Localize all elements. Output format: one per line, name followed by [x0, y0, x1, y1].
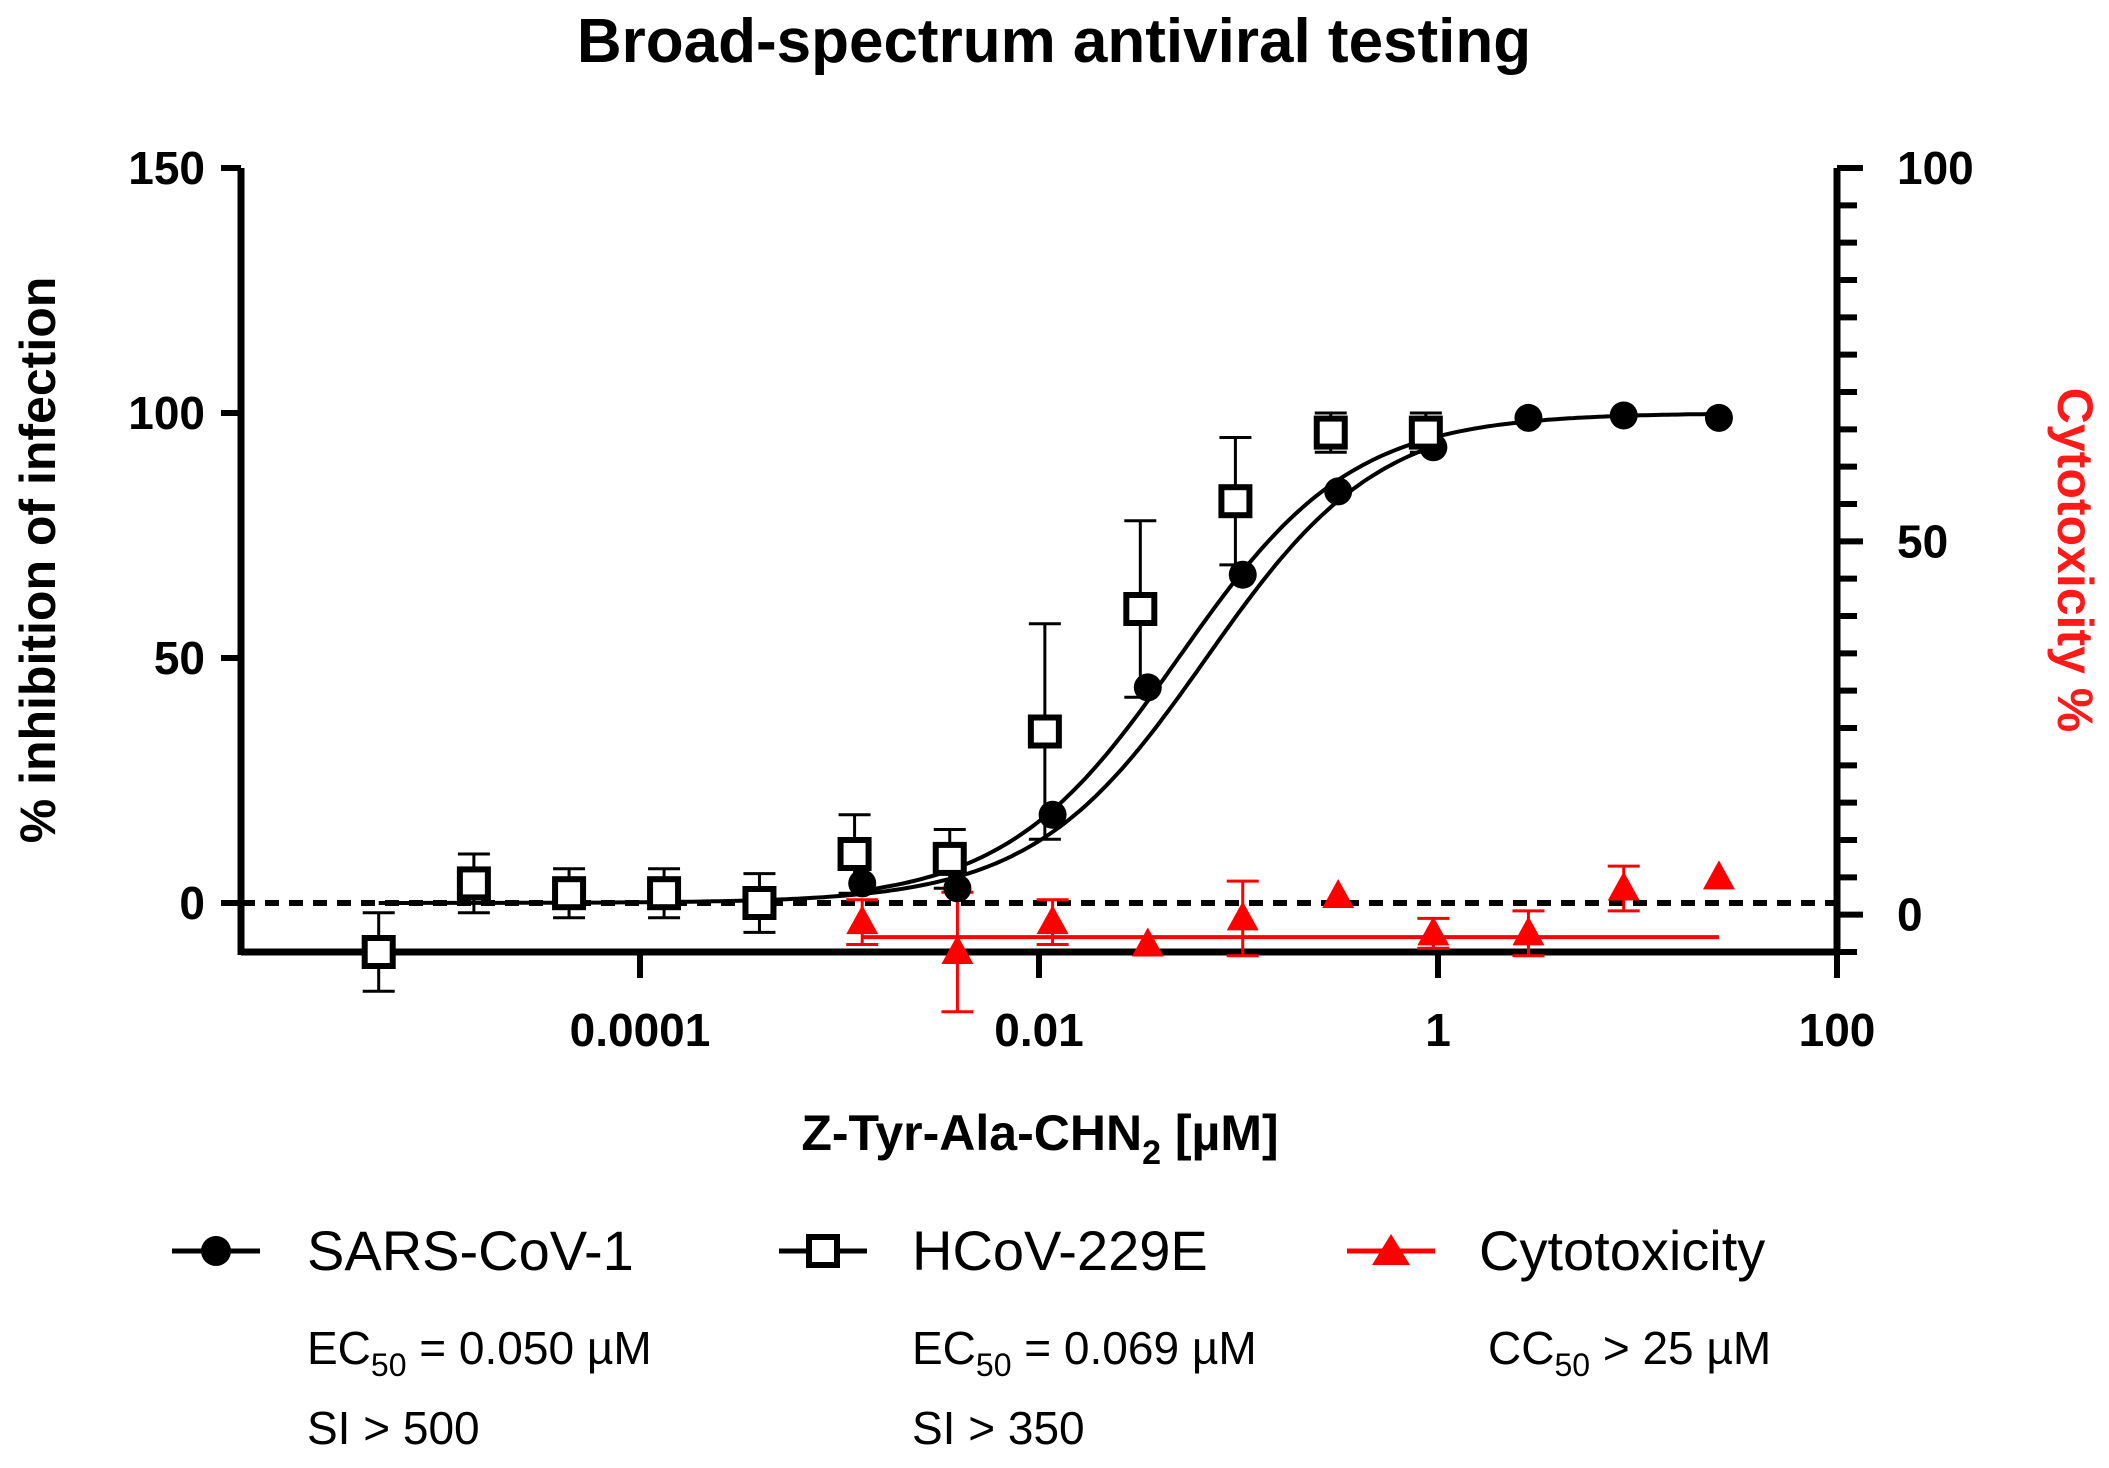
sars-point: [1038, 800, 1067, 829]
hcov-ec50-subscript: 50: [976, 1347, 1012, 1383]
right-y-ticks: 0 50 100: [1837, 142, 1974, 955]
hcov-si-note: SI > 350: [912, 1402, 1085, 1454]
left-y-ticks: 0 50 100 150: [128, 142, 241, 929]
cc50-subscript: 50: [1554, 1347, 1590, 1383]
hcov-point: [1218, 484, 1253, 519]
legend-label-hcov: HCoV-229E: [912, 1219, 1208, 1282]
fit-curve: [861, 412, 1719, 893]
cytotoxicity-point: [1131, 927, 1164, 957]
sars-ec50-subscript: 50: [371, 1347, 407, 1383]
x-tick-label: 100: [1799, 1004, 1876, 1056]
hcov-ec50-prefix: EC: [912, 1322, 976, 1374]
x-tick-label: 0.01: [994, 1004, 1084, 1056]
hcov-point: [932, 841, 967, 876]
hcov-ec50-value: = 0.069 µM: [1012, 1322, 1257, 1374]
y-axis-label-right: Cytotoxicity %: [2047, 388, 2103, 733]
hcov-point: [1408, 415, 1443, 450]
hcov-point: [742, 886, 777, 920]
x-axis-label: Z-Tyr-Ala-CHN2 [µM]: [801, 1105, 1278, 1172]
cc50-prefix: CC: [1488, 1322, 1554, 1374]
cytotoxicity-point: [1226, 901, 1259, 931]
cytotoxicity-point: [1512, 916, 1545, 946]
left-y-tick-label: 50: [154, 632, 205, 684]
x-ticks: 0.0001 0.01 1 100: [570, 952, 1876, 1056]
sars-point: [1514, 403, 1543, 432]
error-bars: [362, 411, 1640, 1014]
cytotoxicity-cc50-note: CC50 > 25 µM: [1488, 1322, 1771, 1383]
hcov-point: [1123, 592, 1158, 626]
sars-ec50-value: = 0.050 µM: [407, 1322, 652, 1374]
x-axis-label-subscript: 2: [1142, 1134, 1161, 1172]
sars-point: [1133, 673, 1162, 702]
sars-ec50-note: EC50 = 0.050 µM: [307, 1322, 652, 1383]
legend-marker-cytotoxicity: [1372, 1234, 1410, 1265]
hcov-point: [361, 935, 396, 969]
legend-item-cytotoxicity: Cytotoxicity: [1347, 1219, 1765, 1282]
legend-label-cytotoxicity: Cytotoxicity: [1479, 1219, 1765, 1282]
sars-point: [1704, 403, 1733, 432]
right-y-tick-label: 0: [1897, 889, 1923, 941]
x-axis-label-suffix: [µM]: [1161, 1105, 1279, 1161]
cytotoxicity-point: [1607, 871, 1640, 901]
left-y-tick-label: 0: [179, 877, 205, 929]
data-points: [361, 401, 1735, 969]
left-y-tick-label: 100: [128, 387, 205, 439]
y-axis-label-left: % inhibition of infection: [10, 277, 66, 844]
cytotoxicity-point: [1702, 860, 1735, 890]
fit-curves: [378, 412, 1719, 940]
fit-curve: [378, 447, 1427, 905]
cytotoxicity-point: [1417, 916, 1450, 946]
legend-item-sars: SARS-CoV-1: [172, 1219, 634, 1282]
legend-label-sars: SARS-CoV-1: [307, 1219, 634, 1282]
right-y-tick-label: 100: [1897, 142, 1974, 194]
chart-title: Broad-spectrum antiviral testing: [577, 7, 1531, 76]
hcov-ec50-note: EC50 = 0.069 µM: [912, 1322, 1257, 1383]
hcov-point: [647, 876, 682, 911]
legend-item-hcov: HCoV-229E: [779, 1219, 1208, 1282]
sars-point: [1609, 401, 1638, 430]
cc50-value: > 25 µM: [1590, 1322, 1771, 1374]
sars-point: [848, 869, 877, 898]
sars-ec50-prefix: EC: [307, 1322, 371, 1374]
x-tick-label: 0.0001: [570, 1004, 711, 1056]
hcov-point: [552, 876, 587, 911]
hcov-point: [837, 837, 872, 871]
cytotoxicity-point: [846, 905, 879, 935]
annotations: EC50 = 0.050 µM SI > 500 EC50 = 0.069 µM…: [307, 1322, 1771, 1454]
legend-marker-sars: [201, 1236, 231, 1266]
cytotoxicity-point: [1036, 905, 1069, 935]
cytotoxicity-point: [1322, 879, 1355, 908]
legend: SARS-CoV-1 HCoV-229E Cytotoxicity: [172, 1219, 1765, 1282]
legend-marker-hcov: [806, 1234, 840, 1268]
x-axis-label-main: Z-Tyr-Ala-CHN: [801, 1105, 1142, 1161]
x-tick-label: 1: [1425, 1004, 1451, 1056]
sars-point: [1228, 560, 1257, 589]
sars-point: [943, 874, 972, 903]
sars-si-note: SI > 500: [307, 1402, 480, 1454]
hcov-point: [456, 866, 491, 901]
hcov-point: [1313, 415, 1348, 450]
cytotoxicity-point: [941, 935, 974, 964]
sars-point: [1324, 477, 1353, 506]
right-y-tick-label: 50: [1897, 515, 1948, 567]
left-y-tick-label: 150: [128, 142, 205, 194]
hcov-point: [1027, 714, 1062, 749]
